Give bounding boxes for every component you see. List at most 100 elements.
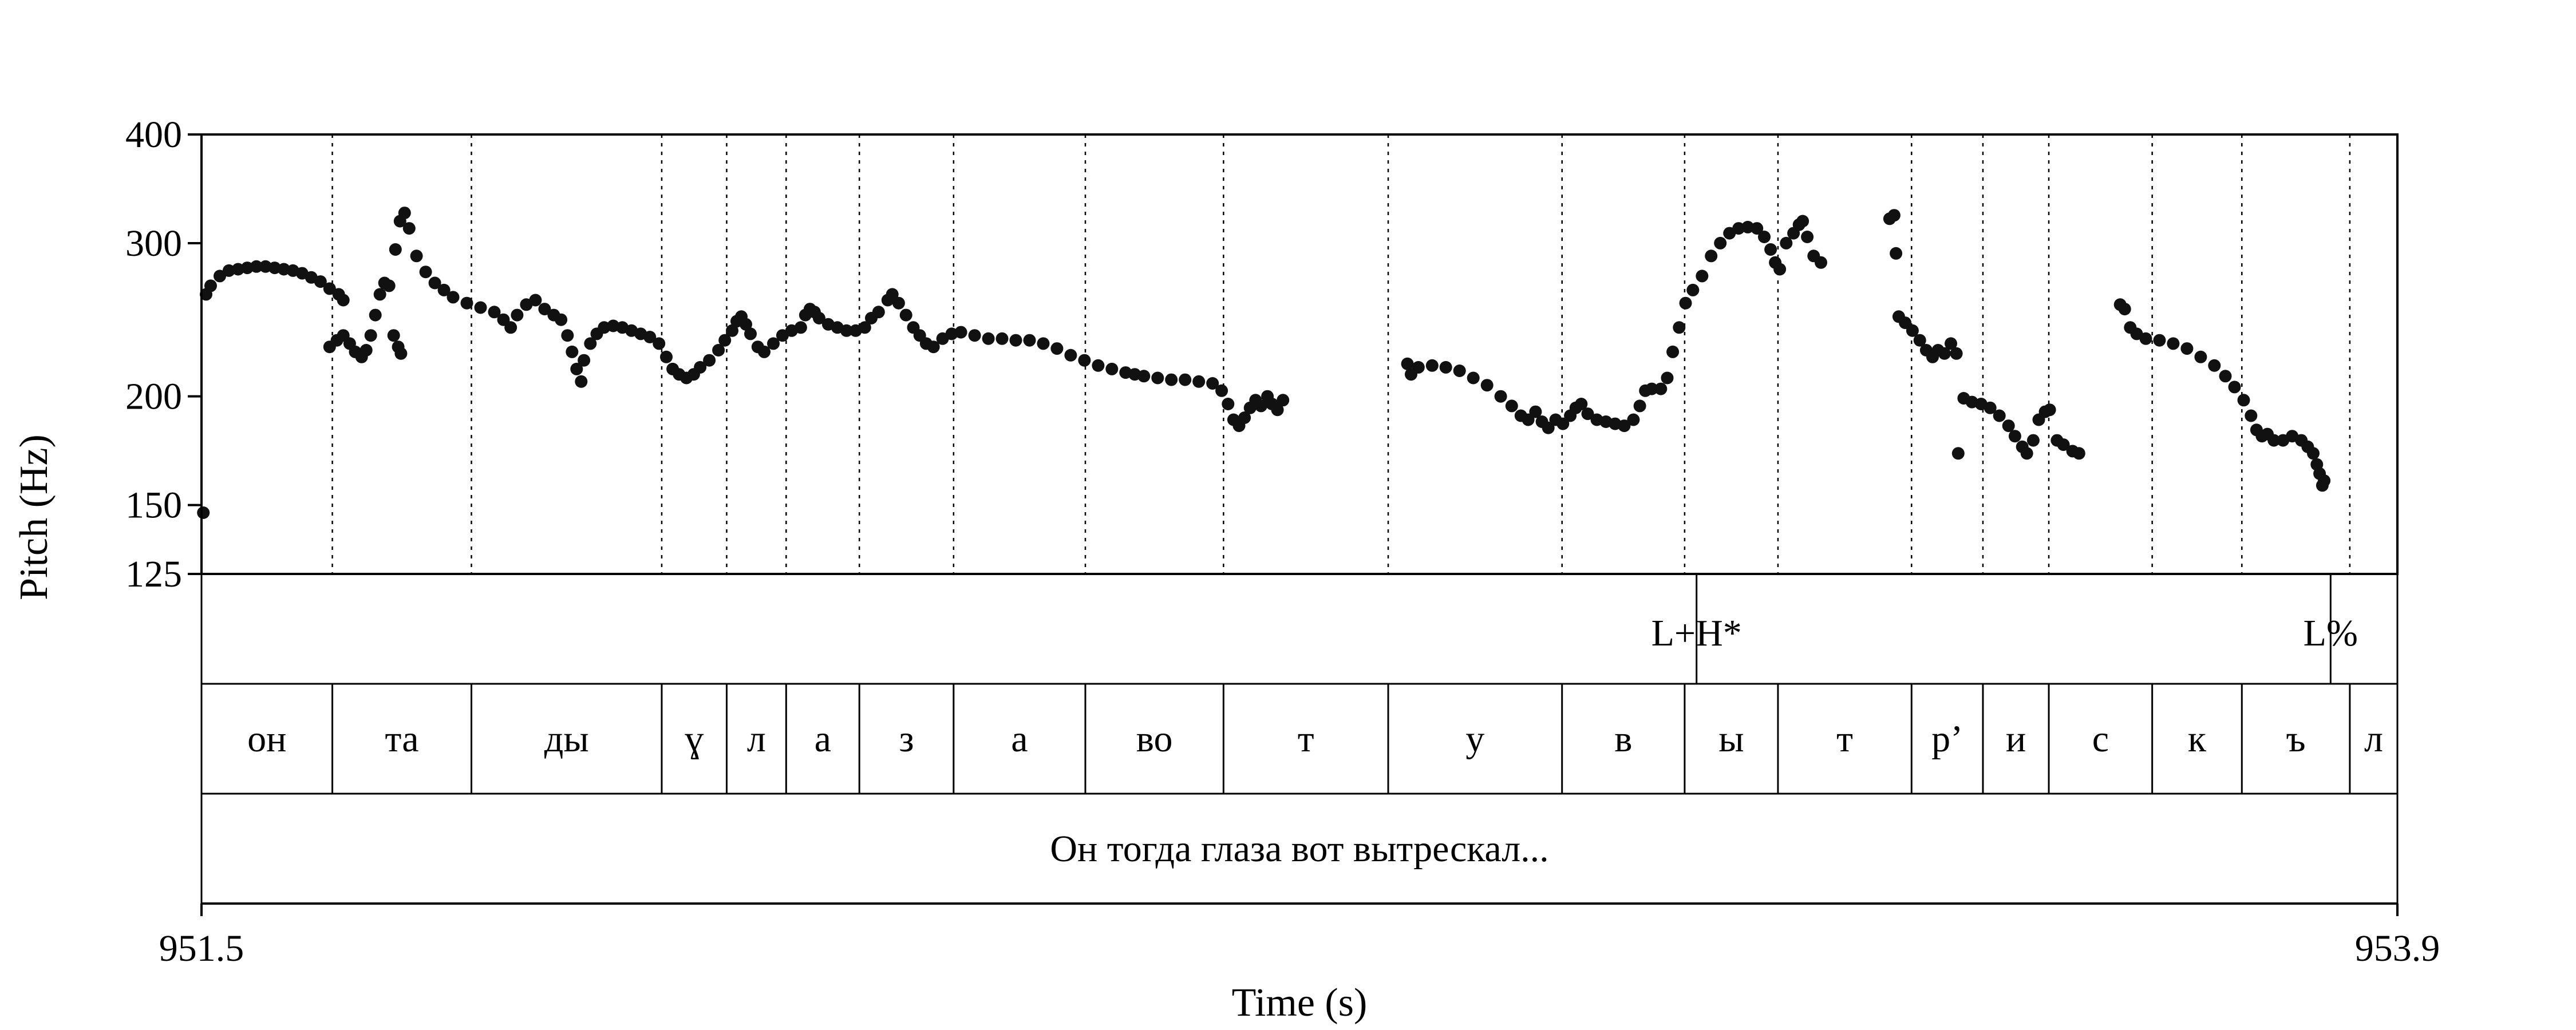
pitch-point bbox=[2026, 434, 2040, 447]
pitch-point bbox=[1215, 384, 1228, 397]
pitch-point bbox=[1984, 401, 1997, 414]
pitch-point bbox=[1192, 375, 1206, 388]
pitch-point bbox=[2180, 342, 2194, 355]
pitch-point bbox=[726, 324, 738, 337]
pitch-point bbox=[1078, 354, 1091, 367]
pitch-point bbox=[872, 306, 885, 319]
segment-label: у bbox=[1465, 718, 1484, 760]
pitch-point bbox=[1064, 348, 1077, 362]
pitch-point bbox=[1037, 337, 1050, 350]
pitch-point bbox=[428, 276, 441, 290]
pitch-point bbox=[1705, 249, 1718, 263]
pitch-point bbox=[744, 327, 757, 340]
pitch-point bbox=[660, 350, 673, 363]
segment-label: а bbox=[815, 718, 831, 760]
pitch-point bbox=[529, 294, 542, 307]
pitch-point bbox=[1732, 222, 1745, 235]
pitch-point bbox=[1679, 296, 1692, 310]
pitch-point bbox=[1993, 409, 2006, 422]
pitch-point bbox=[1206, 377, 1219, 390]
pitch-point bbox=[2167, 337, 2180, 350]
pitch-point bbox=[840, 324, 853, 337]
pitch-point bbox=[643, 331, 657, 343]
pitch-point bbox=[1023, 334, 1036, 347]
pitch-point bbox=[460, 296, 473, 310]
segment-label: ы bbox=[1718, 718, 1744, 760]
pitch-point bbox=[1951, 447, 1965, 460]
pitch-point bbox=[968, 329, 981, 342]
pitch-point bbox=[2208, 359, 2221, 372]
pitch-point bbox=[858, 321, 871, 334]
pitch-point bbox=[1758, 231, 1771, 243]
pitch-point bbox=[437, 283, 451, 296]
pitch-point bbox=[410, 249, 423, 263]
pitch-point bbox=[1105, 362, 1119, 375]
y-tick-label: 150 bbox=[125, 485, 182, 526]
y-tick-label: 200 bbox=[125, 376, 182, 418]
pitch-point bbox=[892, 296, 905, 310]
pitch-point bbox=[767, 337, 780, 350]
pitch-point bbox=[2318, 474, 2331, 487]
pitch-point bbox=[373, 288, 386, 301]
y-tick-label: 300 bbox=[125, 223, 182, 264]
pitch-point bbox=[382, 279, 396, 292]
pitch-point bbox=[575, 375, 588, 388]
pitch-point bbox=[1165, 373, 1178, 386]
pitch-point bbox=[570, 362, 583, 375]
chart-labels: 125 150 200 300 400 951.5 953.9 Time (s) Pitch (… bbox=[12, 114, 2440, 1025]
pitch-point bbox=[794, 321, 807, 334]
pitch-point bbox=[1254, 399, 1267, 413]
pitch-point bbox=[1815, 256, 1827, 269]
plot-frame bbox=[200, 133, 2399, 575]
pitch-point bbox=[387, 329, 400, 342]
pitch-point bbox=[1945, 337, 1957, 350]
pitch-point bbox=[323, 282, 336, 295]
pitch-point bbox=[402, 222, 416, 235]
pitch-point bbox=[1505, 399, 1518, 413]
pitch-point bbox=[758, 345, 771, 358]
pitch-point bbox=[1556, 417, 1570, 430]
pitch-point bbox=[447, 291, 460, 304]
segment-label: с bbox=[2092, 718, 2109, 760]
segment-label: р’ bbox=[1931, 718, 1963, 760]
pitch-point bbox=[1666, 345, 1680, 358]
pitch-point bbox=[1494, 390, 1507, 403]
x-tick-label: 953.9 bbox=[2355, 928, 2440, 969]
pitch-point bbox=[2057, 438, 2070, 451]
pitch-point bbox=[250, 260, 263, 273]
pitch-point bbox=[2307, 447, 2320, 460]
segment-label: ɣ bbox=[685, 718, 704, 760]
y-tick-label: 400 bbox=[125, 114, 182, 156]
pitch-point bbox=[561, 329, 574, 342]
pitch-point bbox=[1633, 399, 1646, 413]
pitch-point bbox=[1913, 334, 1926, 347]
pitch-point bbox=[2219, 370, 2232, 383]
segment-label: та bbox=[385, 718, 419, 760]
pitch-point bbox=[1238, 411, 1251, 424]
pitch-point bbox=[1618, 419, 1631, 433]
pitch-point bbox=[214, 270, 226, 283]
pitch-point bbox=[364, 329, 377, 342]
pitch-point bbox=[204, 279, 217, 292]
pitch-point bbox=[1453, 365, 1466, 377]
pitch-point bbox=[2008, 430, 2021, 443]
pitch-point bbox=[982, 332, 995, 345]
pitch-point bbox=[1277, 394, 1290, 407]
pitch-point bbox=[314, 275, 327, 288]
pitch-point bbox=[694, 360, 707, 374]
pitch-point bbox=[2043, 403, 2056, 417]
segment-label: к bbox=[2188, 718, 2207, 760]
pitch-point bbox=[1890, 247, 1903, 260]
segment-label: ъ bbox=[2286, 718, 2306, 760]
pitch-point bbox=[488, 306, 501, 319]
pitch-point bbox=[1575, 398, 1588, 410]
pitch-point bbox=[1773, 263, 1787, 276]
tone-label: L% bbox=[2304, 612, 2358, 654]
pitch-point bbox=[1796, 215, 1809, 228]
pitch-point bbox=[1801, 231, 1814, 243]
pitch-point bbox=[1764, 243, 1777, 256]
segment-boundaries bbox=[331, 134, 2351, 794]
